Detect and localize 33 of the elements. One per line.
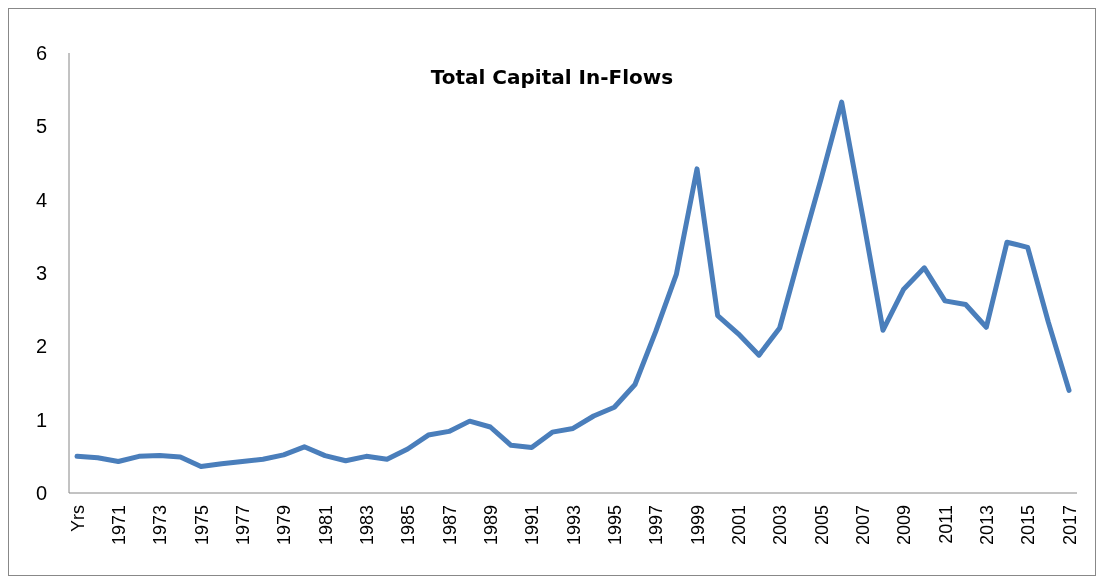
x-tick-label: 2001 <box>729 505 750 546</box>
y-tick-label: 5 <box>35 115 47 138</box>
x-tick-label: 1995 <box>605 505 626 546</box>
x-tick-label: 1985 <box>398 505 419 546</box>
x-tick-label: 2015 <box>1018 505 1039 546</box>
x-tick-label: 1971 <box>109 505 130 546</box>
x-tick-label: 1975 <box>191 505 212 546</box>
x-tick-label: 1977 <box>233 505 254 546</box>
y-tick-label: 6 <box>35 42 47 65</box>
x-tick-label: 1983 <box>357 505 378 546</box>
y-tick-label: 4 <box>35 188 47 211</box>
y-tick-label: 2 <box>35 335 47 358</box>
text: Total Capital In-Flows <box>429 65 675 89</box>
x-tick-label: 2007 <box>853 505 874 546</box>
x-tick-label: 1981 <box>315 505 336 546</box>
y-tick-label: 3 <box>35 262 47 285</box>
x-tick-label: 1991 <box>522 505 543 546</box>
x-tick-label: 2005 <box>811 505 832 546</box>
x-tick-label: 2011 <box>935 505 956 544</box>
x-tick-label: 1979 <box>274 505 295 546</box>
x-tick-label: 2017 <box>1059 505 1080 546</box>
x-tick-label: 1997 <box>646 505 667 546</box>
x-tick-label: Yrs <box>67 505 88 532</box>
x-tick-label: 1999 <box>687 505 708 546</box>
x-tick-label: 2013 <box>977 505 998 546</box>
x-tick-label: 1989 <box>481 505 502 546</box>
x-tick-label: 1993 <box>563 505 584 546</box>
y-tick-label: 1 <box>35 408 47 431</box>
x-tick-label: 1973 <box>150 505 171 546</box>
x-tick-label: 1987 <box>439 505 460 546</box>
y-tick-label: 0 <box>35 482 47 505</box>
x-tick-label: 2003 <box>770 505 791 546</box>
x-tick-label: 2009 <box>894 505 915 546</box>
